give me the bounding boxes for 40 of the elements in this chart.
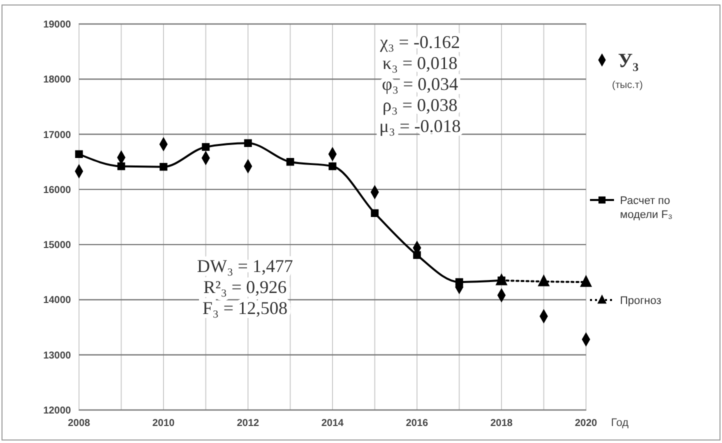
y-axis-title: (тыс.т): [612, 80, 643, 91]
annotation: φ₃ = 0,034: [382, 74, 458, 94]
x-tick-label: 2018: [490, 418, 514, 429]
annotation: R²₃ = 0,926: [203, 277, 287, 297]
legend-label: У₃: [618, 50, 639, 72]
point: [160, 162, 168, 171]
y-tick-label: 17000: [43, 130, 72, 141]
point: [455, 278, 464, 286]
legend-label: Прогноз: [620, 294, 662, 307]
x-tick-label: 2012: [236, 418, 260, 429]
point: [413, 251, 421, 259]
point: [370, 209, 379, 218]
point: [117, 162, 126, 170]
annotation: κ₃ = 0,018: [382, 53, 458, 73]
point: [538, 274, 550, 286]
y-tick-label: 16000: [43, 184, 72, 196]
point: [580, 274, 592, 287]
annotation: F₃ = 12,508: [202, 298, 288, 318]
y-tick-label: 18000: [43, 74, 72, 86]
y-tick-label: 13000: [43, 350, 72, 362]
y-tick-label: 15000: [43, 240, 72, 252]
y-tick-label: 12000: [43, 406, 72, 416]
annotation: χ₃ = -0.162: [379, 32, 460, 52]
x-tick-label: 2010: [152, 418, 176, 429]
point: [75, 150, 83, 158]
x-axis-title: Год: [611, 417, 630, 429]
point: [244, 139, 252, 147]
annotation: ρ₃ = 0,038: [382, 95, 458, 115]
x-tick-label: 2008: [68, 418, 91, 429]
point: [286, 158, 294, 166]
annotation: DW₃ = 1,477: [197, 256, 293, 276]
annotation: μ₃ = -0.018: [379, 116, 461, 136]
y-tick-label: 14000: [43, 295, 72, 306]
x-tick-label: 2014: [321, 418, 344, 429]
legend-label: Расчет по модели F₃: [620, 194, 672, 221]
x-tick-label: 2016: [406, 418, 429, 429]
point: [202, 143, 210, 151]
point: [328, 162, 336, 170]
x-tick-label: 2020: [574, 418, 598, 429]
y-tick-label: 19000: [43, 20, 72, 30]
